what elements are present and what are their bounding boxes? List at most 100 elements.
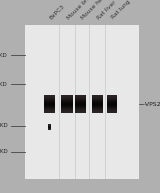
Bar <box>92 95 103 96</box>
Bar <box>61 101 73 102</box>
Bar <box>107 103 117 104</box>
Text: BxPC3: BxPC3 <box>48 3 65 20</box>
Bar <box>75 111 86 112</box>
Bar <box>107 98 117 99</box>
Bar <box>75 99 86 100</box>
Bar <box>44 99 55 100</box>
Bar <box>107 101 117 102</box>
Bar <box>75 108 86 109</box>
Bar <box>61 110 73 111</box>
Bar <box>92 112 103 113</box>
Text: 35KD: 35KD <box>0 52 8 58</box>
Bar <box>61 108 73 109</box>
Bar <box>75 101 86 102</box>
Bar <box>48 129 51 130</box>
Bar <box>107 108 117 109</box>
Bar <box>75 104 86 105</box>
Bar <box>92 110 103 111</box>
Bar <box>61 106 73 107</box>
Bar <box>61 109 73 110</box>
Bar <box>44 104 55 105</box>
Bar <box>107 106 117 107</box>
Bar <box>75 95 86 96</box>
Bar <box>92 100 103 101</box>
Text: -VPS25: -VPS25 <box>144 102 160 107</box>
Bar <box>107 99 117 100</box>
Bar <box>48 124 51 125</box>
Bar <box>61 99 73 100</box>
Bar <box>61 107 73 108</box>
Bar <box>107 95 117 96</box>
Bar <box>44 97 55 98</box>
Text: 10KD: 10KD <box>0 149 8 154</box>
Bar <box>61 98 73 99</box>
Bar <box>44 95 55 96</box>
Bar <box>92 102 103 103</box>
Bar <box>44 102 55 103</box>
Text: Rat liver: Rat liver <box>96 0 117 20</box>
Bar <box>107 102 117 103</box>
Bar <box>107 96 117 97</box>
Bar <box>75 96 86 97</box>
Bar <box>92 107 103 108</box>
Bar <box>44 100 55 101</box>
Bar <box>44 96 55 97</box>
Bar <box>107 110 117 111</box>
Bar <box>44 112 55 113</box>
Bar <box>92 97 103 98</box>
Bar <box>44 106 55 107</box>
Bar <box>44 111 55 112</box>
Bar <box>92 98 103 99</box>
Bar <box>75 106 86 107</box>
Bar <box>61 105 73 106</box>
Bar <box>44 103 55 104</box>
Bar <box>92 103 103 104</box>
Bar <box>61 111 73 112</box>
Bar <box>61 103 73 104</box>
Bar <box>44 101 55 102</box>
Text: Mouse heart: Mouse heart <box>80 0 109 20</box>
Bar <box>107 104 117 105</box>
Bar <box>75 109 86 110</box>
Bar <box>107 111 117 112</box>
Bar <box>75 112 86 113</box>
Bar <box>44 109 55 110</box>
Bar <box>92 108 103 109</box>
Bar <box>107 109 117 110</box>
Bar <box>107 105 117 106</box>
Text: 25KD: 25KD <box>0 82 8 87</box>
Bar <box>75 107 86 108</box>
Bar <box>75 100 86 101</box>
Bar <box>48 127 51 128</box>
Bar <box>75 103 86 104</box>
Bar <box>61 97 73 98</box>
Bar <box>107 100 117 101</box>
Bar <box>44 108 55 109</box>
Text: Rat lung: Rat lung <box>111 0 132 20</box>
Bar <box>92 104 103 105</box>
Bar <box>107 107 117 108</box>
Bar <box>75 105 86 106</box>
Bar <box>44 98 55 99</box>
Bar <box>44 105 55 106</box>
Bar <box>92 105 103 106</box>
Bar <box>61 104 73 105</box>
Bar <box>48 128 51 129</box>
Bar <box>92 111 103 112</box>
Bar <box>44 110 55 111</box>
Bar <box>75 110 86 111</box>
Bar <box>92 96 103 97</box>
Bar <box>48 125 51 126</box>
Bar <box>48 126 51 127</box>
Bar <box>75 102 86 103</box>
Bar <box>75 98 86 99</box>
Bar <box>61 112 73 113</box>
Bar <box>61 102 73 103</box>
Bar <box>61 100 73 101</box>
Bar <box>107 97 117 98</box>
Text: 15KD: 15KD <box>0 123 8 128</box>
Bar <box>92 109 103 110</box>
Bar <box>92 106 103 107</box>
Text: Mouse brain: Mouse brain <box>66 0 95 20</box>
Bar <box>92 101 103 102</box>
